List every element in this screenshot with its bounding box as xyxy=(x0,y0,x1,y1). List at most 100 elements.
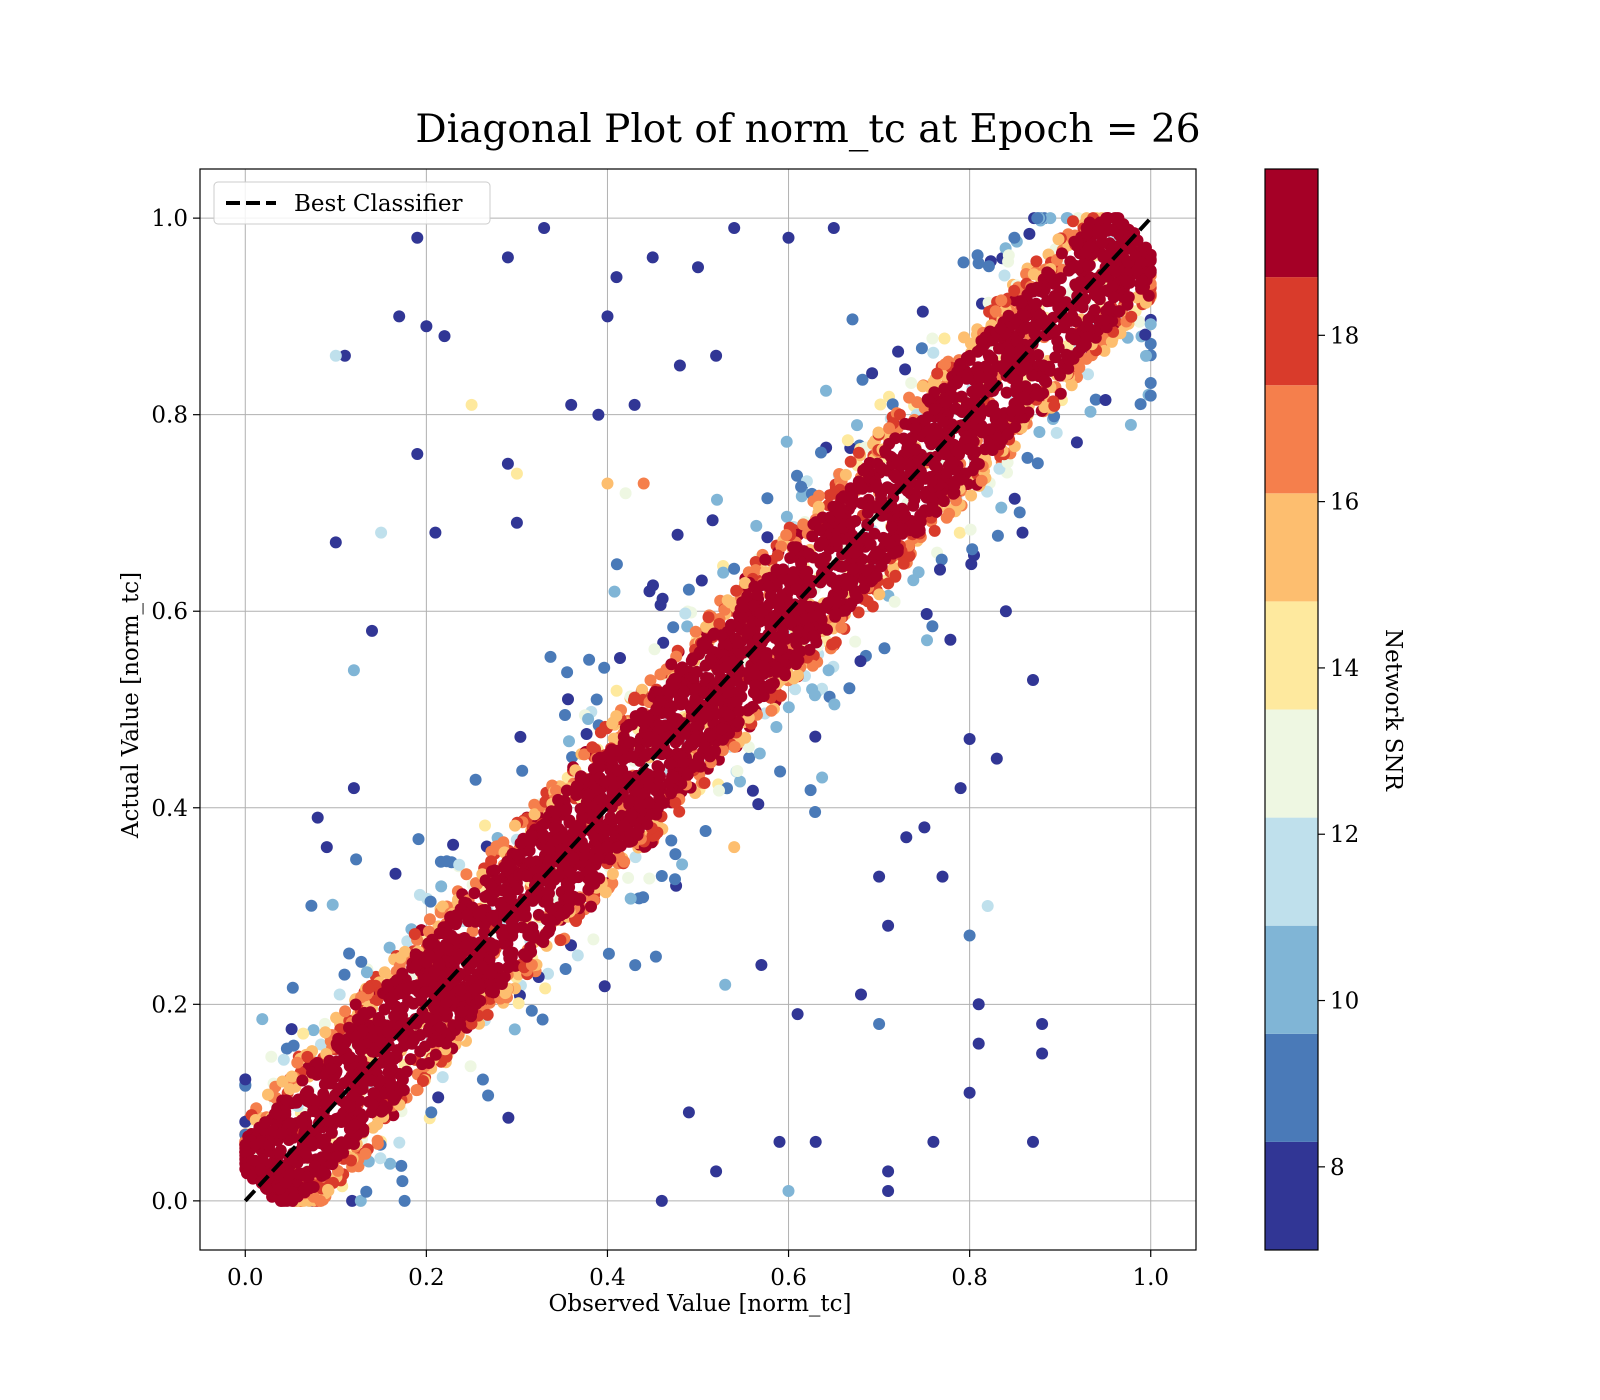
colorbar-bin xyxy=(1265,709,1318,818)
scatter-point xyxy=(319,1026,332,1039)
colorbar-tick-label: 8 xyxy=(1330,1155,1345,1181)
scatter-point xyxy=(371,1134,384,1147)
y-tick-label: 0.8 xyxy=(151,403,188,429)
scatter-point xyxy=(719,978,732,991)
scatter-point xyxy=(610,841,623,854)
scatter-point xyxy=(570,915,582,927)
scatter-point xyxy=(761,492,774,505)
scatter-point xyxy=(476,962,489,975)
scatter-point xyxy=(729,632,742,645)
scatter-point xyxy=(245,1169,258,1182)
scatter-point xyxy=(538,222,551,234)
scatter-point xyxy=(839,604,852,617)
scatter-point xyxy=(1139,328,1152,341)
scatter-point xyxy=(593,751,606,764)
scatter-point xyxy=(383,941,396,954)
scatter-point xyxy=(468,887,481,900)
scatter-point xyxy=(510,848,523,861)
scatter-point xyxy=(643,872,656,885)
scatter-point xyxy=(441,979,454,992)
scatter-point xyxy=(751,588,764,601)
scatter-point xyxy=(349,1029,362,1042)
x-axis-label: Observed Value [norm_tc] xyxy=(549,1291,852,1317)
scatter-point xyxy=(936,870,949,883)
scatter-point xyxy=(544,650,557,663)
scatter-point xyxy=(813,524,826,536)
scatter-point xyxy=(611,764,624,777)
scatter-point xyxy=(669,873,681,886)
scatter-point xyxy=(657,636,670,649)
scatter-point xyxy=(428,966,441,979)
scatter-point xyxy=(587,933,600,946)
scatter-point xyxy=(809,730,822,743)
scatter-point xyxy=(732,716,745,729)
scatter-point xyxy=(514,730,527,743)
scatter-point xyxy=(1089,393,1102,406)
scatter-point xyxy=(600,824,613,837)
scatter-point xyxy=(586,872,599,885)
legend-label: Best Classifier xyxy=(294,191,462,217)
scatter-point xyxy=(899,417,912,430)
scatter-point xyxy=(1049,351,1062,364)
scatter-point xyxy=(849,587,862,600)
scatter-point xyxy=(939,396,952,409)
scatter-point xyxy=(391,1044,404,1057)
scatter-point xyxy=(362,982,375,995)
scatter-point xyxy=(849,635,862,648)
scatter-point xyxy=(1031,212,1044,225)
colorbar-bin xyxy=(1265,277,1318,386)
scatter-point xyxy=(1082,260,1095,273)
scatter-point xyxy=(993,462,1006,475)
scatter-point xyxy=(937,495,950,508)
scatter-point xyxy=(852,446,865,459)
scatter-point xyxy=(989,305,1002,318)
scatter-point xyxy=(789,683,802,696)
scatter-point xyxy=(648,643,661,656)
scatter-point xyxy=(320,841,333,854)
scatter-point xyxy=(868,527,881,540)
scatter-point xyxy=(900,831,913,844)
scatter-point xyxy=(331,1150,343,1163)
scatter-point xyxy=(1017,308,1030,321)
scatter-point xyxy=(782,231,795,244)
scatter-point xyxy=(822,664,835,677)
scatter-point xyxy=(927,1135,940,1148)
scatter-point xyxy=(1144,389,1157,402)
colorbar-label: Network SNR xyxy=(1380,629,1406,792)
scatter-point xyxy=(998,269,1011,282)
scatter-point xyxy=(532,873,545,886)
scatter-point xyxy=(512,997,525,1010)
scatter-point xyxy=(410,1084,423,1097)
scatter-point xyxy=(453,951,466,964)
scatter-point xyxy=(525,1004,538,1017)
scatter-point xyxy=(1036,1047,1049,1060)
scatter-point xyxy=(343,1021,355,1034)
scatter-point xyxy=(601,310,614,323)
scatter-point xyxy=(841,434,854,447)
scatter-point xyxy=(700,671,712,684)
scatter-point xyxy=(412,833,425,846)
scatter-point xyxy=(539,982,552,995)
scatter-point xyxy=(560,784,573,797)
scatter-point xyxy=(899,363,912,376)
scatter-point xyxy=(943,507,956,520)
scatter-point xyxy=(830,535,843,548)
scatter-point xyxy=(994,322,1007,335)
scatter-point xyxy=(595,793,608,806)
scatter-point xyxy=(315,1038,327,1051)
scatter-point xyxy=(329,349,342,362)
scatter-point xyxy=(739,577,751,589)
scatter-point xyxy=(510,516,523,529)
scatter-point xyxy=(762,580,775,593)
scatter-point xyxy=(795,480,808,493)
scatter-point xyxy=(474,994,487,1007)
scatter-point xyxy=(915,342,928,355)
scatter-point xyxy=(414,1045,427,1058)
scatter-point xyxy=(753,615,766,628)
scatter-point xyxy=(287,1039,300,1052)
scatter-point xyxy=(770,721,783,733)
scatter-point xyxy=(277,1053,290,1066)
scatter-point xyxy=(963,354,976,366)
scatter-point xyxy=(731,765,744,777)
scatter-point xyxy=(626,750,639,763)
